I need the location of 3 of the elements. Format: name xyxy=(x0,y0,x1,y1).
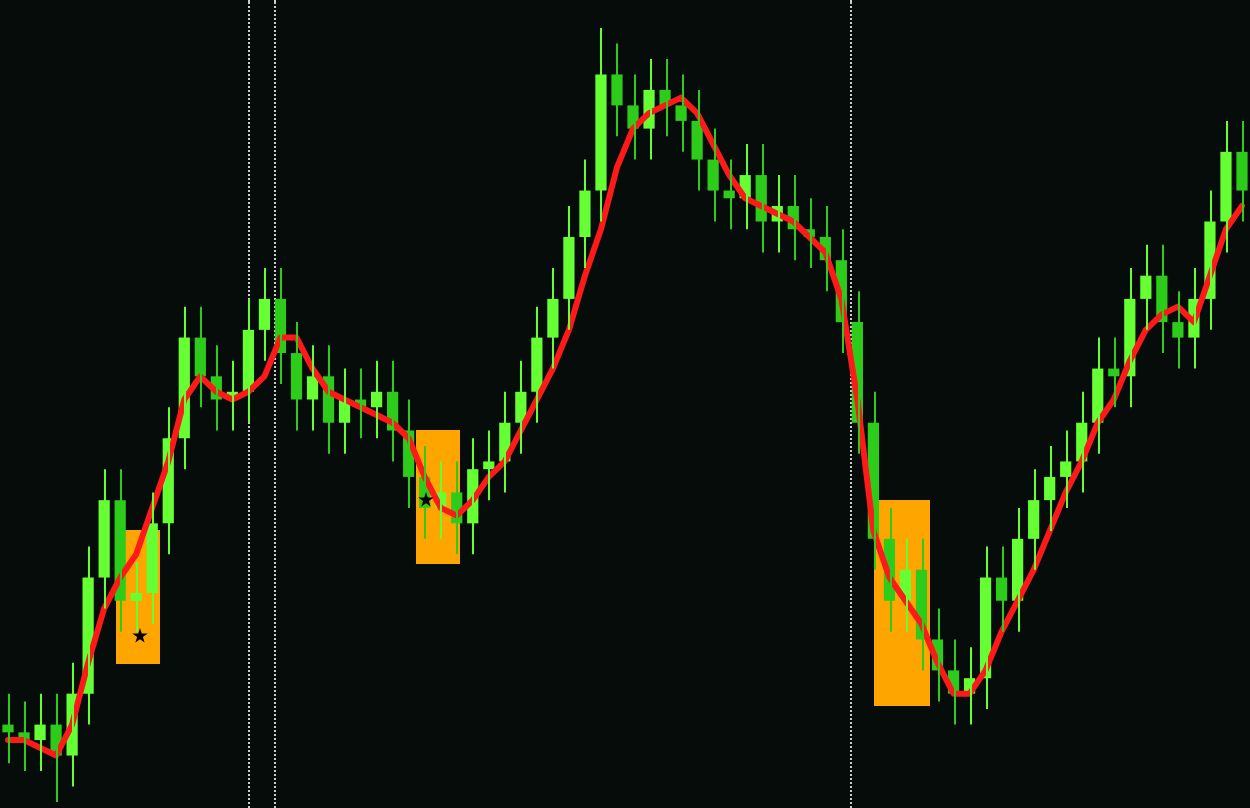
candlestick xyxy=(675,73,687,153)
candlestick xyxy=(1236,119,1248,223)
candlestick xyxy=(595,27,607,223)
